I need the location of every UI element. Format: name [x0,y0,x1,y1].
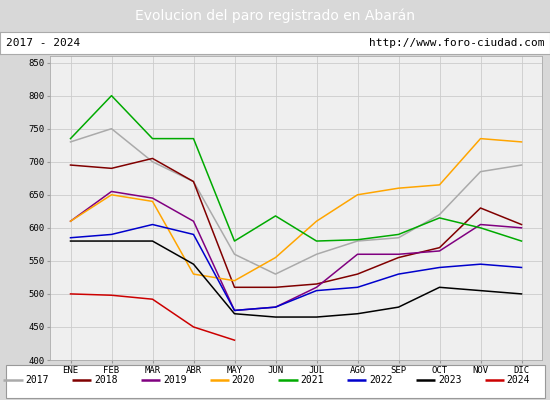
FancyBboxPatch shape [6,365,544,398]
Text: 2024: 2024 [507,375,530,385]
Text: Evolucion del paro registrado en Abarán: Evolucion del paro registrado en Abarán [135,9,415,23]
Text: 2022: 2022 [369,375,393,385]
Text: 2019: 2019 [163,375,186,385]
Text: http://www.foro-ciudad.com: http://www.foro-ciudad.com [369,38,544,48]
Text: 2017: 2017 [25,375,49,385]
Text: 2018: 2018 [94,375,118,385]
Text: 2023: 2023 [438,375,461,385]
Text: 2021: 2021 [300,375,324,385]
Text: 2020: 2020 [232,375,255,385]
Text: 2017 - 2024: 2017 - 2024 [6,38,80,48]
